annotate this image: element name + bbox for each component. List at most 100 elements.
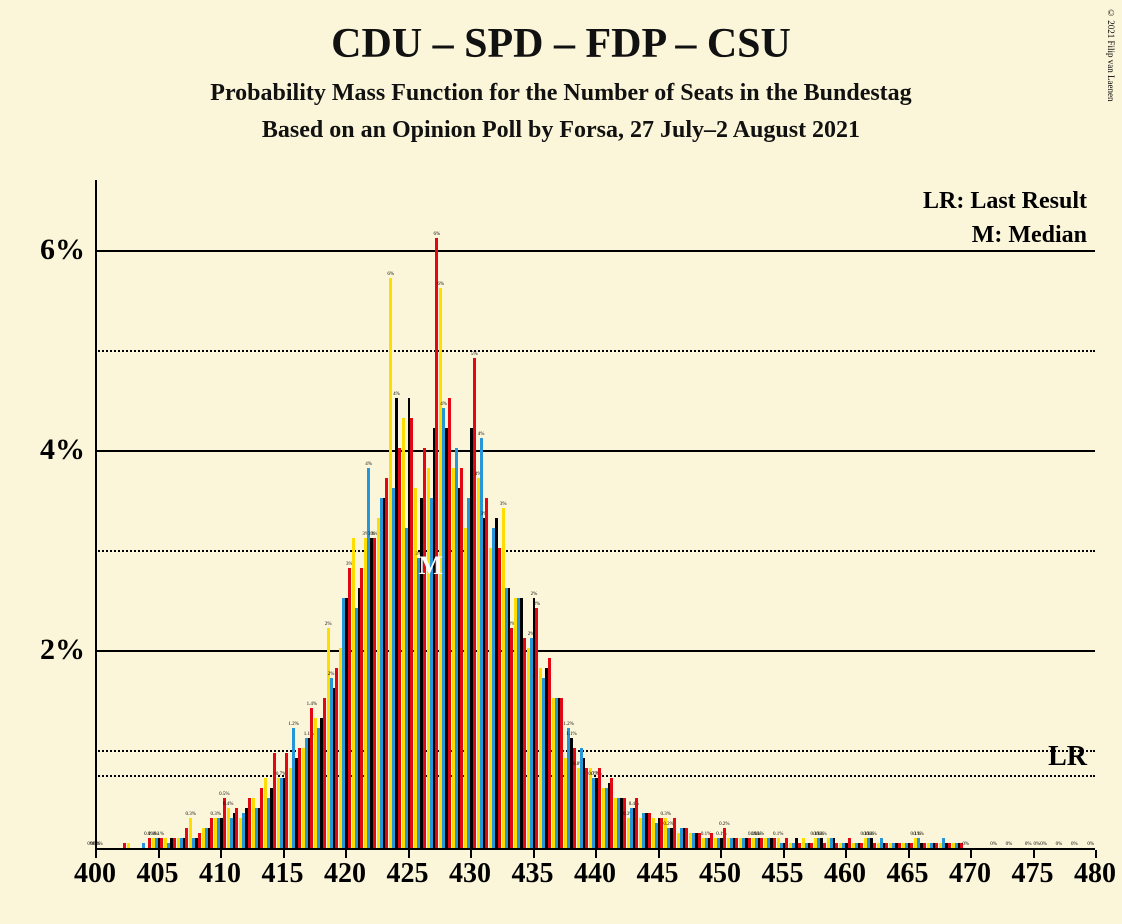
x-tick-label: 415	[262, 858, 304, 890]
bar-value-label: 0%	[1040, 842, 1047, 848]
bar-value-label: 0.4%	[223, 802, 233, 808]
bar-value-label: 2%	[531, 592, 538, 598]
x-tick-label: 420	[324, 858, 366, 890]
copyright-text: © 2021 Filip van Laenen	[1106, 8, 1116, 101]
bar-value-label: 1.1%	[566, 732, 576, 738]
x-tick	[408, 850, 410, 858]
y-tick-label: 4%	[25, 433, 85, 467]
bar	[835, 843, 838, 848]
bar: 5%	[473, 358, 476, 848]
bar-value-label: 2%	[325, 622, 332, 628]
bar	[323, 698, 326, 848]
bar-value-label: 3%	[500, 502, 507, 508]
x-tick-label: 445	[637, 858, 679, 890]
bar	[523, 638, 526, 848]
bar	[848, 838, 851, 848]
x-tick	[533, 850, 535, 858]
gridline	[95, 650, 1095, 652]
bar-value-label: 0.2%	[719, 822, 729, 828]
bar	[735, 838, 738, 848]
bar	[585, 768, 588, 848]
bar	[273, 753, 276, 848]
x-tick-label: 465	[887, 858, 929, 890]
subtitle-1: Probability Mass Function for the Number…	[0, 80, 1122, 107]
bar-value-label: 0%	[1087, 842, 1094, 848]
bar: 2%	[510, 628, 513, 848]
bar-value-label: 0.1%	[816, 832, 826, 838]
x-tick-label: 405	[137, 858, 179, 890]
bar-value-label: 1.2%	[563, 722, 573, 728]
bar: 3%	[348, 568, 351, 848]
bar-value-label: 6%	[437, 282, 444, 288]
bar	[248, 798, 251, 848]
bar	[610, 778, 613, 848]
bar-value-label: 0%	[1025, 842, 1032, 848]
bar	[460, 468, 463, 848]
gridline-minor	[95, 750, 1095, 752]
bar	[185, 828, 188, 848]
x-tick-label: 400	[74, 858, 116, 890]
bar	[898, 843, 901, 848]
bar-value-label: 0.3%	[185, 812, 195, 818]
gridline	[95, 450, 1095, 452]
bar	[335, 668, 338, 848]
bar-value-label: 6%	[387, 272, 394, 278]
bar-value-label: 0.5%	[219, 792, 229, 798]
bar	[885, 843, 888, 848]
bar	[798, 843, 801, 848]
bar	[123, 843, 126, 848]
bar	[198, 833, 201, 848]
bar-value-label: 1.2%	[288, 722, 298, 728]
bar	[160, 838, 163, 848]
x-tick-label: 440	[574, 858, 616, 890]
titles-block: CDU – SPD – FDP – CSU Probability Mass F…	[0, 0, 1122, 144]
x-tick	[970, 850, 972, 858]
x-tick-label: 410	[199, 858, 241, 890]
bar	[873, 843, 876, 848]
bar-value-label: 0.3%	[660, 812, 670, 818]
x-tick	[158, 850, 160, 858]
bar-value-label: 0.1%	[913, 832, 923, 838]
x-tick	[783, 850, 785, 858]
bar	[773, 838, 776, 848]
bar-value-label: 4%	[440, 402, 447, 408]
x-tick-label: 475	[1012, 858, 1054, 890]
bar-value-label: 0%	[1033, 842, 1040, 848]
x-tick-label: 480	[1074, 858, 1116, 890]
bar-value-label: 0%	[962, 842, 969, 848]
bar: 1.4%	[310, 708, 313, 848]
bar	[423, 448, 426, 848]
bar: 2%	[535, 608, 538, 848]
bar	[710, 833, 713, 848]
bar	[685, 828, 688, 848]
x-tick-label: 430	[449, 858, 491, 890]
x-tick-label: 450	[699, 858, 741, 890]
bar	[623, 798, 626, 848]
bar	[785, 838, 788, 848]
chart-plot-area: 2%4%6%LRLR: Last ResultM: Median40040541…	[95, 180, 1095, 850]
bar	[810, 843, 813, 848]
bar-value-label: 0%	[990, 842, 997, 848]
bar	[548, 658, 551, 848]
bar-value-label: 4%	[393, 392, 400, 398]
bar	[298, 748, 301, 848]
x-tick	[658, 850, 660, 858]
x-tick	[1095, 850, 1097, 858]
bar	[485, 498, 488, 848]
bar-value-label: 4%	[478, 432, 485, 438]
x-tick	[283, 850, 285, 858]
x-tick-label: 425	[387, 858, 429, 890]
bar	[948, 843, 951, 848]
gridline	[95, 250, 1095, 252]
x-tick	[470, 850, 472, 858]
main-title: CDU – SPD – FDP – CSU	[0, 20, 1122, 68]
bar-value-label: 0%	[1056, 842, 1063, 848]
bar-value-label: 0.1%	[773, 832, 783, 838]
bar	[127, 843, 130, 848]
bar-value-label: 0.1%	[866, 832, 876, 838]
bar	[760, 838, 763, 848]
bar	[260, 788, 263, 848]
x-tick-label: 460	[824, 858, 866, 890]
x-tick-label: 470	[949, 858, 991, 890]
bar: 0.1%	[148, 838, 151, 848]
